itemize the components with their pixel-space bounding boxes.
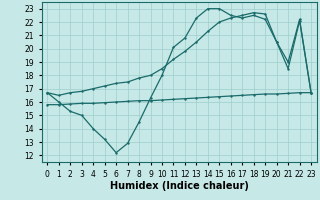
X-axis label: Humidex (Indice chaleur): Humidex (Indice chaleur) (110, 181, 249, 191)
